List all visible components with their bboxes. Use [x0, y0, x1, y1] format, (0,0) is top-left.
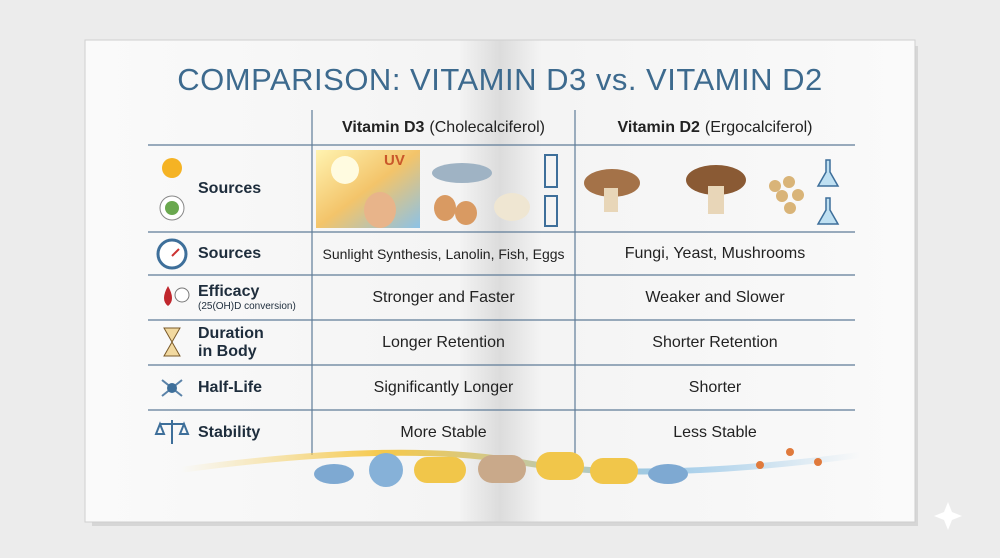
row-label: Duration in Body — [198, 324, 264, 360]
row-label-cell: Efficacy (25(OH)D conversion) — [198, 275, 308, 320]
d3-cell: Longer Retention — [382, 333, 505, 351]
row-label: Half-Life — [198, 378, 262, 396]
d2-cell: Less Stable — [673, 423, 757, 441]
row-label: Stability — [198, 423, 261, 441]
row-label-cell: Stability — [198, 410, 308, 455]
row-label-cell: Half-Life — [198, 365, 308, 410]
column-note: (Cholecalciferol) — [429, 119, 545, 136]
row-icons — [154, 158, 190, 444]
sparkle — [934, 502, 962, 530]
source-images — [316, 150, 840, 228]
row-label-cell: Duration in Body — [198, 320, 278, 365]
d3-cell: Significantly Longer — [373, 378, 514, 396]
d3-cell: More Stable — [400, 423, 487, 441]
column-header: Vitamin D2 (Ergocalciferol) — [575, 112, 855, 144]
column-header: Vitamin D3 (Cholecalciferol) — [312, 112, 575, 144]
title: COMPARISON: VITAMIN D3 vs. VITAMIN D2 — [177, 62, 823, 97]
table-grid — [148, 110, 855, 455]
column-name: Vitamin D2 — [617, 119, 700, 136]
d2-cell: Weaker and Slower — [645, 288, 785, 306]
row-label: Sources — [198, 179, 262, 197]
image-label: UV — [384, 152, 405, 169]
d3-cell: Stronger and Faster — [372, 288, 515, 306]
row-label: Efficacy — [198, 282, 260, 300]
row-label-cell: Sources — [198, 145, 308, 232]
row-label: Sources — [198, 244, 262, 262]
d3-cell: Sunlight Synthesis, Lanolin, Fish, Eggs — [322, 245, 565, 262]
d2-cell: Shorter Retention — [652, 333, 778, 351]
row-sublabel: (25(OH)D conversion) — [198, 300, 296, 312]
d2-cell: Fungi, Yeast, Mushrooms — [624, 244, 806, 262]
column-name: Vitamin D3 — [342, 119, 425, 136]
book-pages — [84, 39, 916, 523]
column-note: (Ergocalciferol) — [704, 119, 813, 136]
row-label-cell: Sources — [198, 232, 308, 275]
d2-cell: Shorter — [688, 378, 742, 396]
pill-decoration — [179, 448, 861, 487]
